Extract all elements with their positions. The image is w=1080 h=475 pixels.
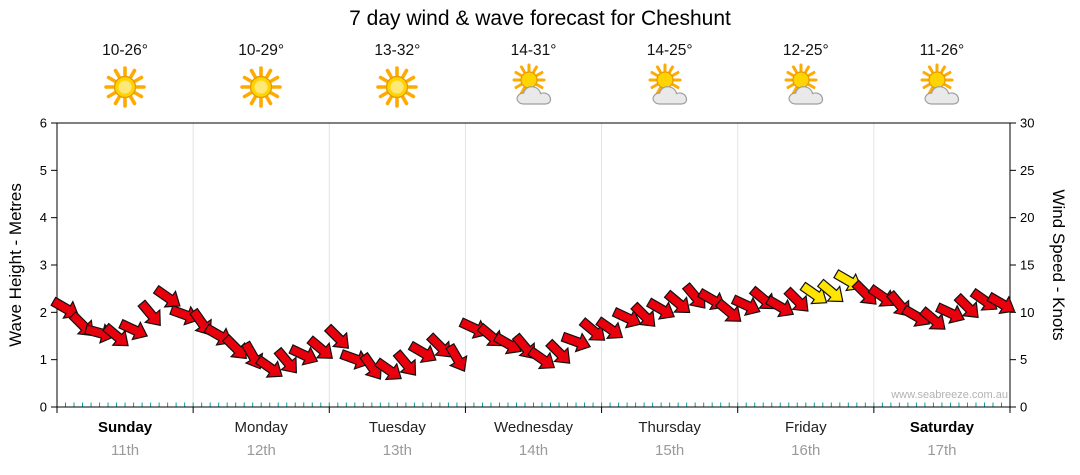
wind-arrow — [783, 286, 809, 312]
right-tick-label: 15 — [1020, 258, 1034, 273]
wind-arrow — [392, 349, 417, 376]
day-temp: 12-25° — [782, 42, 829, 59]
sunny-icon — [237, 63, 285, 111]
wind-arrow — [425, 332, 452, 358]
wind-arrow — [986, 291, 1016, 315]
chart-title: 7 day wind & wave forecast for Cheshunt — [349, 7, 731, 30]
day-temp: 10-29° — [238, 42, 285, 59]
day-date: 12th — [246, 442, 276, 459]
day-column: 10-29° — [237, 42, 285, 111]
wind-arrow — [102, 322, 129, 347]
day-name: Tuesday — [368, 419, 426, 436]
wind-arrow — [730, 294, 761, 317]
day-temp: 13-32° — [374, 42, 421, 59]
wind-arrow — [169, 304, 200, 326]
left-tick-label: 5 — [40, 163, 47, 178]
partly-cloudy-icon — [918, 63, 966, 111]
left-tick-label: 0 — [40, 400, 47, 415]
watermark: www.seabreeze.com.au — [891, 389, 1008, 401]
wind-arrow — [445, 342, 468, 372]
day-column: 10-26° — [101, 42, 149, 111]
partly-cloudy-icon — [782, 63, 830, 111]
wind-arrow — [118, 318, 149, 341]
wind-arrow — [611, 307, 642, 329]
wind-arrow — [816, 278, 844, 303]
wind-arrow — [867, 283, 896, 307]
partly-cloudy-icon — [510, 63, 558, 111]
day-temp: 14-31° — [510, 42, 557, 59]
day-temp: 14-25° — [646, 42, 693, 59]
wind-arrow — [288, 344, 319, 366]
day-date: 15th — [655, 442, 685, 459]
day-name: Thursday — [638, 419, 701, 436]
wind-arrow — [935, 302, 965, 324]
left-tick-label: 4 — [40, 210, 47, 225]
wind-arrow — [527, 346, 556, 370]
right-tick-label: 20 — [1020, 210, 1034, 225]
day-date: 13th — [382, 442, 412, 459]
day-date: 14th — [518, 442, 549, 459]
wind-arrow — [918, 306, 946, 330]
day-date: 11th — [111, 442, 140, 459]
day-name: Wednesday — [494, 419, 573, 436]
wind-arrow — [323, 323, 350, 349]
sunny-icon — [373, 63, 421, 111]
wind-arrow — [645, 297, 675, 320]
wind-arrow — [306, 335, 334, 359]
day-temp: 11-26° — [919, 42, 965, 59]
day-column: 14-25° — [646, 42, 694, 111]
wind-arrow — [595, 316, 624, 340]
wind-arrow — [799, 281, 828, 305]
right-tick-label: 0 — [1020, 400, 1027, 415]
wind-arrow — [578, 317, 606, 341]
wind-arrow — [254, 355, 283, 378]
right-tick-label: 5 — [1020, 352, 1027, 367]
wind-arrow — [273, 346, 298, 374]
wind-arrow — [630, 301, 656, 327]
wind-arrow — [137, 299, 161, 327]
wind-arrow — [714, 298, 742, 322]
partly-cloudy-icon — [646, 63, 694, 111]
sunny-icon — [101, 63, 149, 111]
day-name: Friday — [784, 419, 827, 436]
left-tick-label: 2 — [40, 305, 47, 320]
plot-frame — [56, 122, 1011, 408]
right-tick-label: 10 — [1020, 305, 1034, 320]
day-date: 16th — [791, 442, 821, 459]
day-name: Sunday — [97, 419, 153, 436]
wind-arrow — [663, 289, 691, 314]
day-temp: 10-26° — [102, 42, 148, 59]
wind-arrow — [407, 340, 437, 364]
day-column: 13-32° — [373, 42, 421, 111]
day-date: 17th — [927, 442, 957, 459]
wind-arrow — [373, 357, 402, 381]
day-column: 14-31° — [510, 42, 558, 111]
left-tick-label: 1 — [40, 352, 47, 367]
wind-arrow — [560, 331, 592, 353]
right-tick-label: 25 — [1020, 163, 1034, 178]
day-column: 11-26° — [918, 42, 966, 111]
day-name: Monday — [234, 419, 288, 436]
wind-arrow — [339, 349, 370, 370]
left-tick-label: 3 — [40, 258, 47, 273]
wind-arrow — [545, 338, 571, 364]
day-name: Saturday — [909, 419, 975, 436]
right-tick-label: 30 — [1020, 116, 1034, 131]
wind-arrow — [765, 295, 795, 318]
left-tick-label: 6 — [40, 116, 47, 131]
wind-arrow — [953, 292, 979, 319]
day-column: 12-25° — [782, 42, 830, 111]
